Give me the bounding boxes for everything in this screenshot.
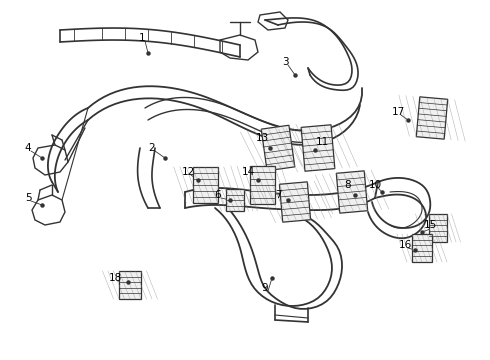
Bar xyxy=(249,166,274,204)
Bar xyxy=(119,271,141,299)
Bar xyxy=(279,182,311,222)
Text: 13: 13 xyxy=(255,133,269,143)
Bar xyxy=(416,97,448,139)
Text: 6: 6 xyxy=(215,190,221,200)
Text: 3: 3 xyxy=(282,57,288,67)
Text: 7: 7 xyxy=(275,190,281,200)
Text: 14: 14 xyxy=(242,167,255,177)
Text: 12: 12 xyxy=(181,167,195,177)
Text: 15: 15 xyxy=(423,220,437,230)
Text: 10: 10 xyxy=(368,180,382,190)
Text: 16: 16 xyxy=(398,240,412,250)
Text: 18: 18 xyxy=(108,273,122,283)
Bar xyxy=(429,214,447,242)
Text: 17: 17 xyxy=(392,107,405,117)
Text: 11: 11 xyxy=(316,137,329,147)
Bar xyxy=(193,167,218,203)
Bar xyxy=(226,189,244,211)
Bar xyxy=(261,125,295,171)
Text: 1: 1 xyxy=(139,33,146,43)
Text: 4: 4 xyxy=(24,143,31,153)
Bar xyxy=(336,171,368,213)
Bar xyxy=(412,234,432,262)
Text: 5: 5 xyxy=(24,193,31,203)
Text: 9: 9 xyxy=(262,283,269,293)
Bar xyxy=(301,125,335,171)
Text: 8: 8 xyxy=(344,180,351,190)
Text: 2: 2 xyxy=(148,143,155,153)
